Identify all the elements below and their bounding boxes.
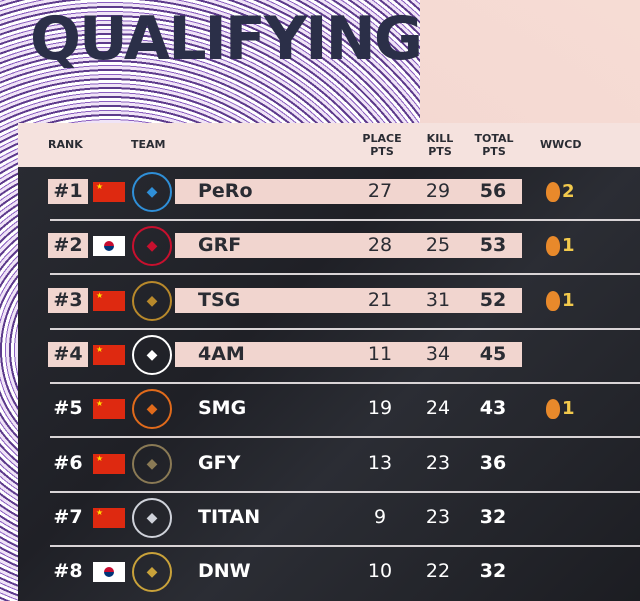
- col-place: PLACE PTS: [362, 132, 402, 158]
- place-pts: 10: [367, 560, 393, 583]
- team-name: 4AM: [198, 342, 245, 365]
- table-row: #8 ◆ DNW 10 22 32: [48, 547, 640, 601]
- highlight-bar: [175, 287, 522, 313]
- team-logo-icon: ◆: [132, 443, 172, 484]
- wwcd: 2: [546, 179, 575, 204]
- chicken-drumstick-icon: [546, 290, 560, 311]
- row-divider: [50, 381, 640, 384]
- kill-pts: 25: [425, 234, 451, 257]
- wwcd-count: 1: [562, 289, 575, 311]
- total-pts: 32: [479, 505, 507, 528]
- team-name: TITAN: [198, 505, 261, 528]
- table-header: RANK TEAM PLACE PTS KILL PTS TOTAL PTS W…: [18, 123, 640, 167]
- place-pts: 11: [367, 342, 393, 365]
- row-divider: [50, 273, 640, 276]
- flag-korea-icon: [93, 236, 125, 257]
- kill-pts: 29: [425, 180, 451, 202]
- table-row: #2 ◆ GRF 28 25 53 1: [48, 221, 640, 275]
- col-rank: RANK: [48, 138, 83, 151]
- highlight-bar: [175, 179, 522, 204]
- rank: #5: [53, 397, 83, 420]
- flag-china-icon: ★: [93, 453, 125, 474]
- total-pts: 53: [479, 234, 507, 257]
- total-pts: 36: [479, 451, 507, 474]
- row-divider: [50, 219, 640, 221]
- flag-china-icon: ★: [93, 399, 125, 420]
- team-logo-icon: ◆: [132, 226, 172, 267]
- row-divider: [50, 327, 640, 330]
- team-logo-icon: ◆: [132, 172, 172, 212]
- kill-pts: 31: [425, 288, 451, 311]
- kill-pts: 23: [425, 505, 451, 528]
- team-name: DNW: [198, 560, 251, 583]
- wwcd-count: 1: [562, 235, 575, 257]
- place-pts: 28: [367, 234, 393, 257]
- table-row: #7 ★ ◆ TITAN 9 23 32: [48, 493, 640, 547]
- col-kill: KILL PTS: [426, 132, 454, 158]
- team-logo-icon: ◆: [132, 552, 172, 593]
- total-pts: 45: [479, 342, 507, 365]
- row-divider: [50, 490, 640, 493]
- flag-korea-icon: [93, 562, 125, 583]
- rank: #1: [48, 179, 88, 204]
- kill-pts: 23: [425, 451, 451, 474]
- flag-china-icon: ★: [93, 290, 125, 311]
- table-row: #3 ★ ◆ TSG 21 31 52 1: [48, 276, 640, 330]
- table-row: #5 ★ ◆ SMG 19 24 43 1: [48, 384, 640, 438]
- col-total: TOTAL PTS: [474, 132, 514, 158]
- team-logo-icon: ◆: [132, 334, 172, 375]
- place-pts: 19: [367, 397, 393, 420]
- place-pts: 21: [367, 288, 393, 311]
- wwcd-count: 1: [562, 398, 575, 420]
- standings-table: RANK TEAM PLACE PTS KILL PTS TOTAL PTS W…: [18, 123, 640, 601]
- place-pts: 9: [373, 505, 387, 528]
- rank: #2: [48, 233, 88, 259]
- kill-pts: 22: [425, 560, 451, 583]
- table-row: #6 ★ ◆ GFY 13 23 36: [48, 439, 640, 493]
- place-pts: 13: [367, 451, 393, 474]
- place-pts: 27: [367, 180, 393, 202]
- chicken-drumstick-icon: [546, 236, 560, 257]
- rank: #8: [53, 560, 83, 583]
- flag-china-icon: ★: [93, 507, 125, 528]
- total-pts: 56: [479, 180, 507, 202]
- team-logo-icon: ◆: [132, 280, 172, 321]
- rank: #3: [48, 287, 88, 313]
- team-name: GRF: [198, 234, 242, 257]
- kill-pts: 24: [425, 397, 451, 420]
- rank: #6: [53, 451, 83, 474]
- team-name: PeRo: [198, 180, 253, 202]
- wwcd: 1: [546, 233, 575, 258]
- flag-china-icon: ★: [93, 182, 125, 202]
- col-wwcd: WWCD: [540, 138, 582, 151]
- total-pts: 32: [479, 560, 507, 583]
- row-divider: [50, 544, 640, 547]
- total-pts: 52: [479, 288, 507, 311]
- table-row: #1 ★ ◆ PeRo 27 29 56 2: [48, 167, 640, 221]
- team-name: SMG: [198, 397, 247, 420]
- row-divider: [50, 436, 640, 439]
- chicken-drumstick-icon: [546, 399, 560, 420]
- flag-china-icon: ★: [93, 344, 125, 365]
- wwcd: 1: [546, 288, 575, 313]
- page-title: QUALIFYING: [30, 4, 423, 74]
- total-pts: 43: [479, 397, 507, 420]
- rank: #4: [48, 341, 88, 367]
- team-logo-icon: ◆: [132, 497, 172, 538]
- highlight-bar: [175, 233, 522, 259]
- team-logo-icon: ◆: [132, 389, 172, 430]
- chicken-drumstick-icon: [546, 182, 560, 202]
- team-name: GFY: [198, 451, 241, 474]
- team-name: TSG: [198, 288, 241, 311]
- highlight-bar: [175, 341, 522, 367]
- col-team: TEAM: [131, 138, 166, 151]
- table-row: #4 ★ ◆ 4AM 11 34 45: [48, 330, 640, 384]
- rank: #7: [53, 505, 83, 528]
- wwcd: 1: [546, 396, 575, 421]
- kill-pts: 34: [425, 342, 451, 365]
- wwcd-count: 2: [562, 181, 575, 202]
